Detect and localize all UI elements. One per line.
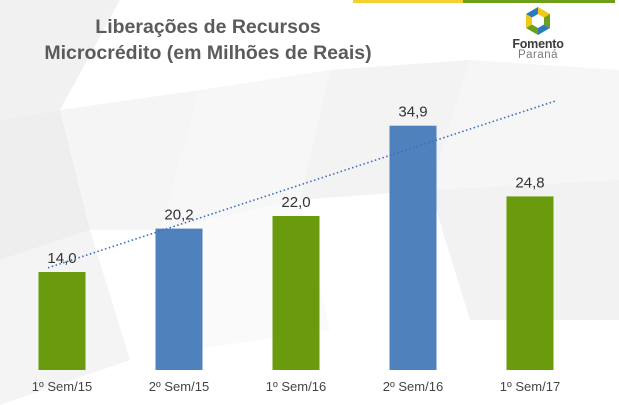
title-line-1: Liberações de Recursos (95, 16, 321, 38)
page-title: Liberações de Recursos Microcrédito (em … (18, 14, 398, 66)
hexagon-logo-icon (526, 7, 550, 35)
value-label-1: 14,0 (47, 250, 76, 267)
x-tick-label-2: 2º Sem/15 (149, 379, 209, 394)
logo-name-line-2: Paraná (517, 49, 559, 61)
bar-5 (506, 196, 554, 370)
x-tick-label-3: 1º Sem/16 (266, 379, 326, 394)
title-line-2: Microcrédito (em Milhões de Reais) (44, 42, 372, 64)
value-label-3: 22,0 (281, 194, 310, 211)
value-label-4: 34,9 (398, 104, 427, 121)
x-tick-label-1: 1º Sem/15 (32, 379, 92, 394)
bar-2 (155, 228, 203, 370)
bar-1 (38, 272, 86, 370)
logo-name-line-1: Fomento (512, 37, 564, 51)
value-label-2: 20,2 (164, 207, 193, 224)
x-tick-label-5: 1º Sem/17 (500, 379, 560, 394)
trendline (47, 100, 557, 269)
top-accent-bar-yellow (353, 0, 463, 3)
x-tick-label-4: 2º Sem/16 (383, 379, 443, 394)
bar-3 (272, 216, 320, 370)
value-label-5: 24,8 (515, 174, 544, 191)
fomento-parana-logo: Fomento Paraná (496, 4, 580, 62)
top-accent-bar-green (463, 0, 615, 3)
bar-4 (389, 125, 437, 370)
